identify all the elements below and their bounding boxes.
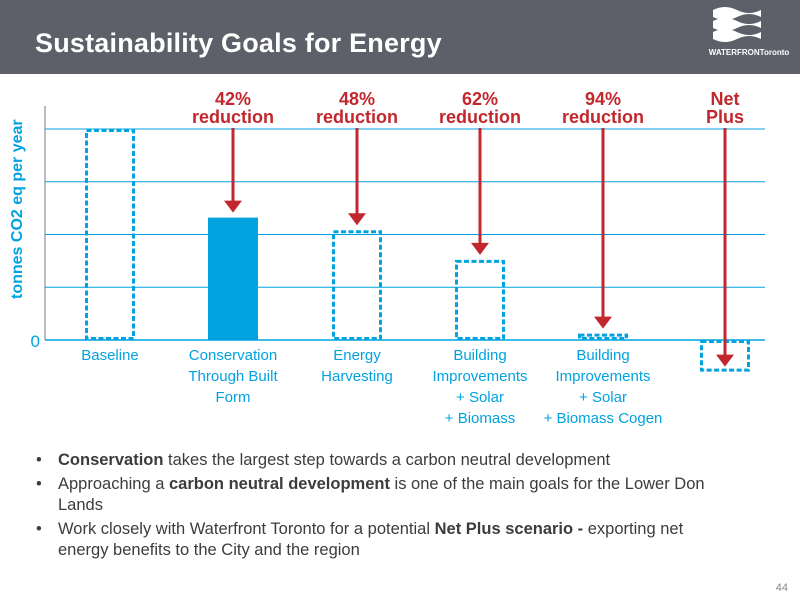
- bar-1: [208, 217, 258, 340]
- annotation-label-1: 48% reduction: [316, 89, 398, 127]
- wave-logo-icon: [713, 7, 761, 42]
- annotation-arrow-head-3: [594, 316, 612, 329]
- slide-title: Sustainability Goals for Energy: [35, 28, 442, 58]
- bullet-text-1-2: is one of the main goals for the Lower D…: [58, 475, 705, 514]
- category-label-4: Building Improvements + Solar + Biomass Cog…: [544, 347, 663, 427]
- category-label-2: Energy Harvesting: [321, 347, 393, 385]
- category-label-3: Building Improvements + Solar + Biomass: [432, 347, 527, 427]
- bullet-text-2-0: Work closely with Waterfront Toronto for…: [58, 520, 435, 538]
- slide-header: Sustainability Goals for Energy WATERFRO…: [0, 0, 800, 74]
- bullet-text-0-1: takes the largest step towards a carbon …: [163, 451, 611, 469]
- bullet-text-1-1: carbon neutral development: [169, 475, 390, 493]
- annotation-arrow-head-1: [348, 213, 366, 226]
- logo-text: WATERFRONToronto: [708, 48, 790, 57]
- bullet-text-2-1: Net Plus scenario -: [434, 520, 584, 538]
- annotation-arrow-head-4: [716, 354, 734, 367]
- annotation-label-0: 42% reduction: [192, 89, 274, 127]
- annotation-arrow-head-0: [224, 200, 242, 213]
- annotation-arrow-head-2: [471, 242, 489, 255]
- bullet-text-0-0: Conservation: [58, 451, 164, 469]
- bar-4: [578, 333, 628, 341]
- bullet-text-1-0: Approaching a: [58, 475, 169, 493]
- bullet-item-1: Approaching a carbon neutral development…: [36, 474, 736, 516]
- category-label-1: Conservation Through Built Form: [188, 347, 278, 406]
- bar-2: [332, 230, 382, 340]
- annotation-label-4: Net Plus: [706, 89, 744, 127]
- emissions-bar-chart: 0 Baseline Conservation Through Built Form En…: [31, 89, 765, 427]
- bullet-text-2-2: exporting net energy benefits to the Cit…: [58, 520, 684, 559]
- annotation-label-3: 94% reduction: [562, 89, 644, 127]
- category-label-0: Baseline: [81, 347, 139, 364]
- bullet-item-2: Work closely with Waterfront Toronto for…: [36, 519, 736, 561]
- bar-0: [85, 129, 135, 340]
- page-number: 44: [775, 582, 788, 594]
- bar-3: [455, 259, 505, 341]
- bullet-item-0: Conservation takes the largest step towa…: [36, 450, 736, 471]
- bullet-list: Conservation takes the largest step towa…: [36, 450, 736, 564]
- y-zero-label: 0: [31, 332, 40, 351]
- waterfront-toronto-logo: WATERFRONToronto: [703, 4, 795, 66]
- annotation-label-2: 62% reduction: [439, 89, 521, 127]
